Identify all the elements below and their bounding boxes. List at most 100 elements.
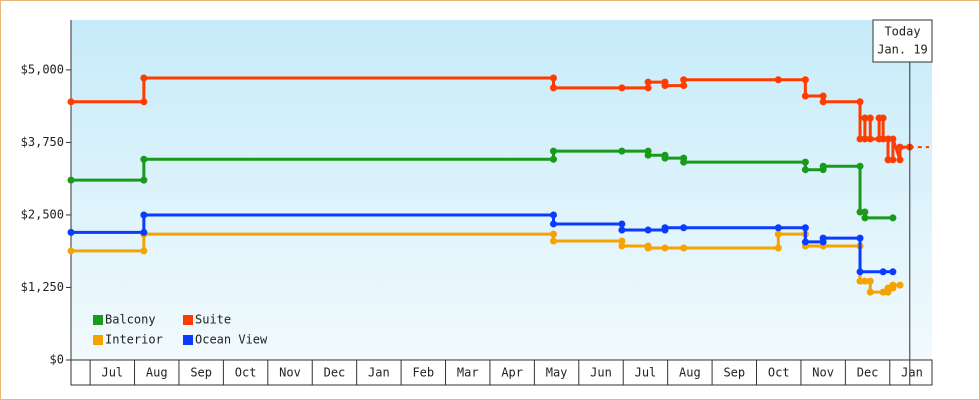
- point: [879, 114, 887, 122]
- x-tick-label: Jul: [101, 366, 123, 380]
- point: [661, 82, 669, 90]
- x-tick-label: Aug: [146, 366, 168, 380]
- x-tick-label: Nov: [812, 366, 834, 380]
- point: [644, 151, 652, 159]
- point: [661, 154, 669, 162]
- point: [801, 224, 809, 232]
- legend-label: Interior: [105, 333, 163, 347]
- point: [549, 155, 557, 163]
- point: [879, 135, 887, 143]
- legend-swatch: [93, 335, 103, 345]
- point: [889, 281, 897, 289]
- point: [661, 244, 669, 252]
- point: [801, 158, 809, 166]
- x-tick-label: Sep: [190, 366, 212, 380]
- point: [889, 268, 897, 276]
- point: [140, 98, 148, 106]
- point: [884, 135, 892, 143]
- point: [140, 155, 148, 163]
- point: [866, 288, 874, 296]
- point: [879, 288, 887, 296]
- point: [549, 220, 557, 228]
- point: [866, 114, 874, 122]
- point: [819, 98, 827, 106]
- point: [819, 92, 827, 100]
- x-tick-label: Dec: [324, 366, 346, 380]
- point: [618, 220, 626, 228]
- x-tick-label: Sep: [723, 366, 745, 380]
- point: [861, 214, 869, 222]
- legend-label: Ocean View: [195, 333, 268, 347]
- point: [861, 135, 869, 143]
- point: [774, 230, 782, 238]
- x-tick-label: Jan: [901, 366, 923, 380]
- point: [774, 244, 782, 252]
- annotation-text: Today: [884, 25, 920, 39]
- x-tick-label: Nov: [279, 366, 301, 380]
- point: [549, 237, 557, 245]
- point: [67, 176, 75, 184]
- legend-swatch: [93, 315, 103, 325]
- legend-label: Suite: [195, 313, 231, 327]
- point: [774, 224, 782, 232]
- point: [889, 135, 897, 143]
- point: [618, 242, 626, 250]
- y-tick-label: $5,000: [21, 62, 64, 76]
- point: [774, 76, 782, 84]
- x-tick-label: Jul: [635, 366, 657, 380]
- point: [801, 166, 809, 174]
- point: [549, 84, 557, 92]
- x-tick-label: Dec: [857, 366, 879, 380]
- point: [856, 208, 864, 216]
- point: [680, 76, 688, 84]
- y-tick-label: $2,500: [21, 207, 64, 221]
- plot-area: [71, 20, 932, 360]
- point: [549, 230, 557, 238]
- point: [889, 156, 897, 164]
- y-tick-label: $3,750: [21, 135, 64, 149]
- point: [896, 156, 904, 164]
- point: [801, 92, 809, 100]
- annotation-box: [872, 19, 933, 63]
- point: [549, 211, 557, 219]
- point: [856, 268, 864, 276]
- point: [644, 226, 652, 234]
- x-tick-label: Oct: [235, 366, 257, 380]
- point: [856, 277, 864, 285]
- point: [140, 247, 148, 255]
- point: [140, 74, 148, 82]
- point: [680, 82, 688, 90]
- point: [896, 281, 904, 289]
- point: [856, 234, 864, 242]
- point: [861, 114, 869, 122]
- point: [644, 244, 652, 252]
- point: [67, 98, 75, 106]
- point: [861, 208, 869, 216]
- point: [801, 238, 809, 246]
- y-tick-label: $1,250: [21, 280, 64, 294]
- point: [680, 224, 688, 232]
- x-tick-label: Apr: [501, 366, 523, 380]
- point: [856, 135, 864, 143]
- point: [618, 84, 626, 92]
- point: [618, 147, 626, 155]
- point: [819, 162, 827, 170]
- point: [644, 78, 652, 86]
- x-tick-label: Jan: [368, 366, 390, 380]
- point: [644, 84, 652, 92]
- x-tick-label: Aug: [679, 366, 701, 380]
- x-tick-label: Mar: [457, 366, 479, 380]
- x-tick-label: Feb: [412, 366, 434, 380]
- point: [819, 234, 827, 242]
- point: [896, 143, 904, 151]
- point: [680, 158, 688, 166]
- point: [618, 237, 626, 245]
- x-tick-label: Jun: [590, 366, 612, 380]
- point: [140, 211, 148, 219]
- point: [680, 244, 688, 252]
- point: [140, 176, 148, 184]
- legend-label: Balcony: [105, 313, 156, 327]
- x-axis-band: [70, 359, 933, 386]
- legend-swatch: [183, 335, 193, 345]
